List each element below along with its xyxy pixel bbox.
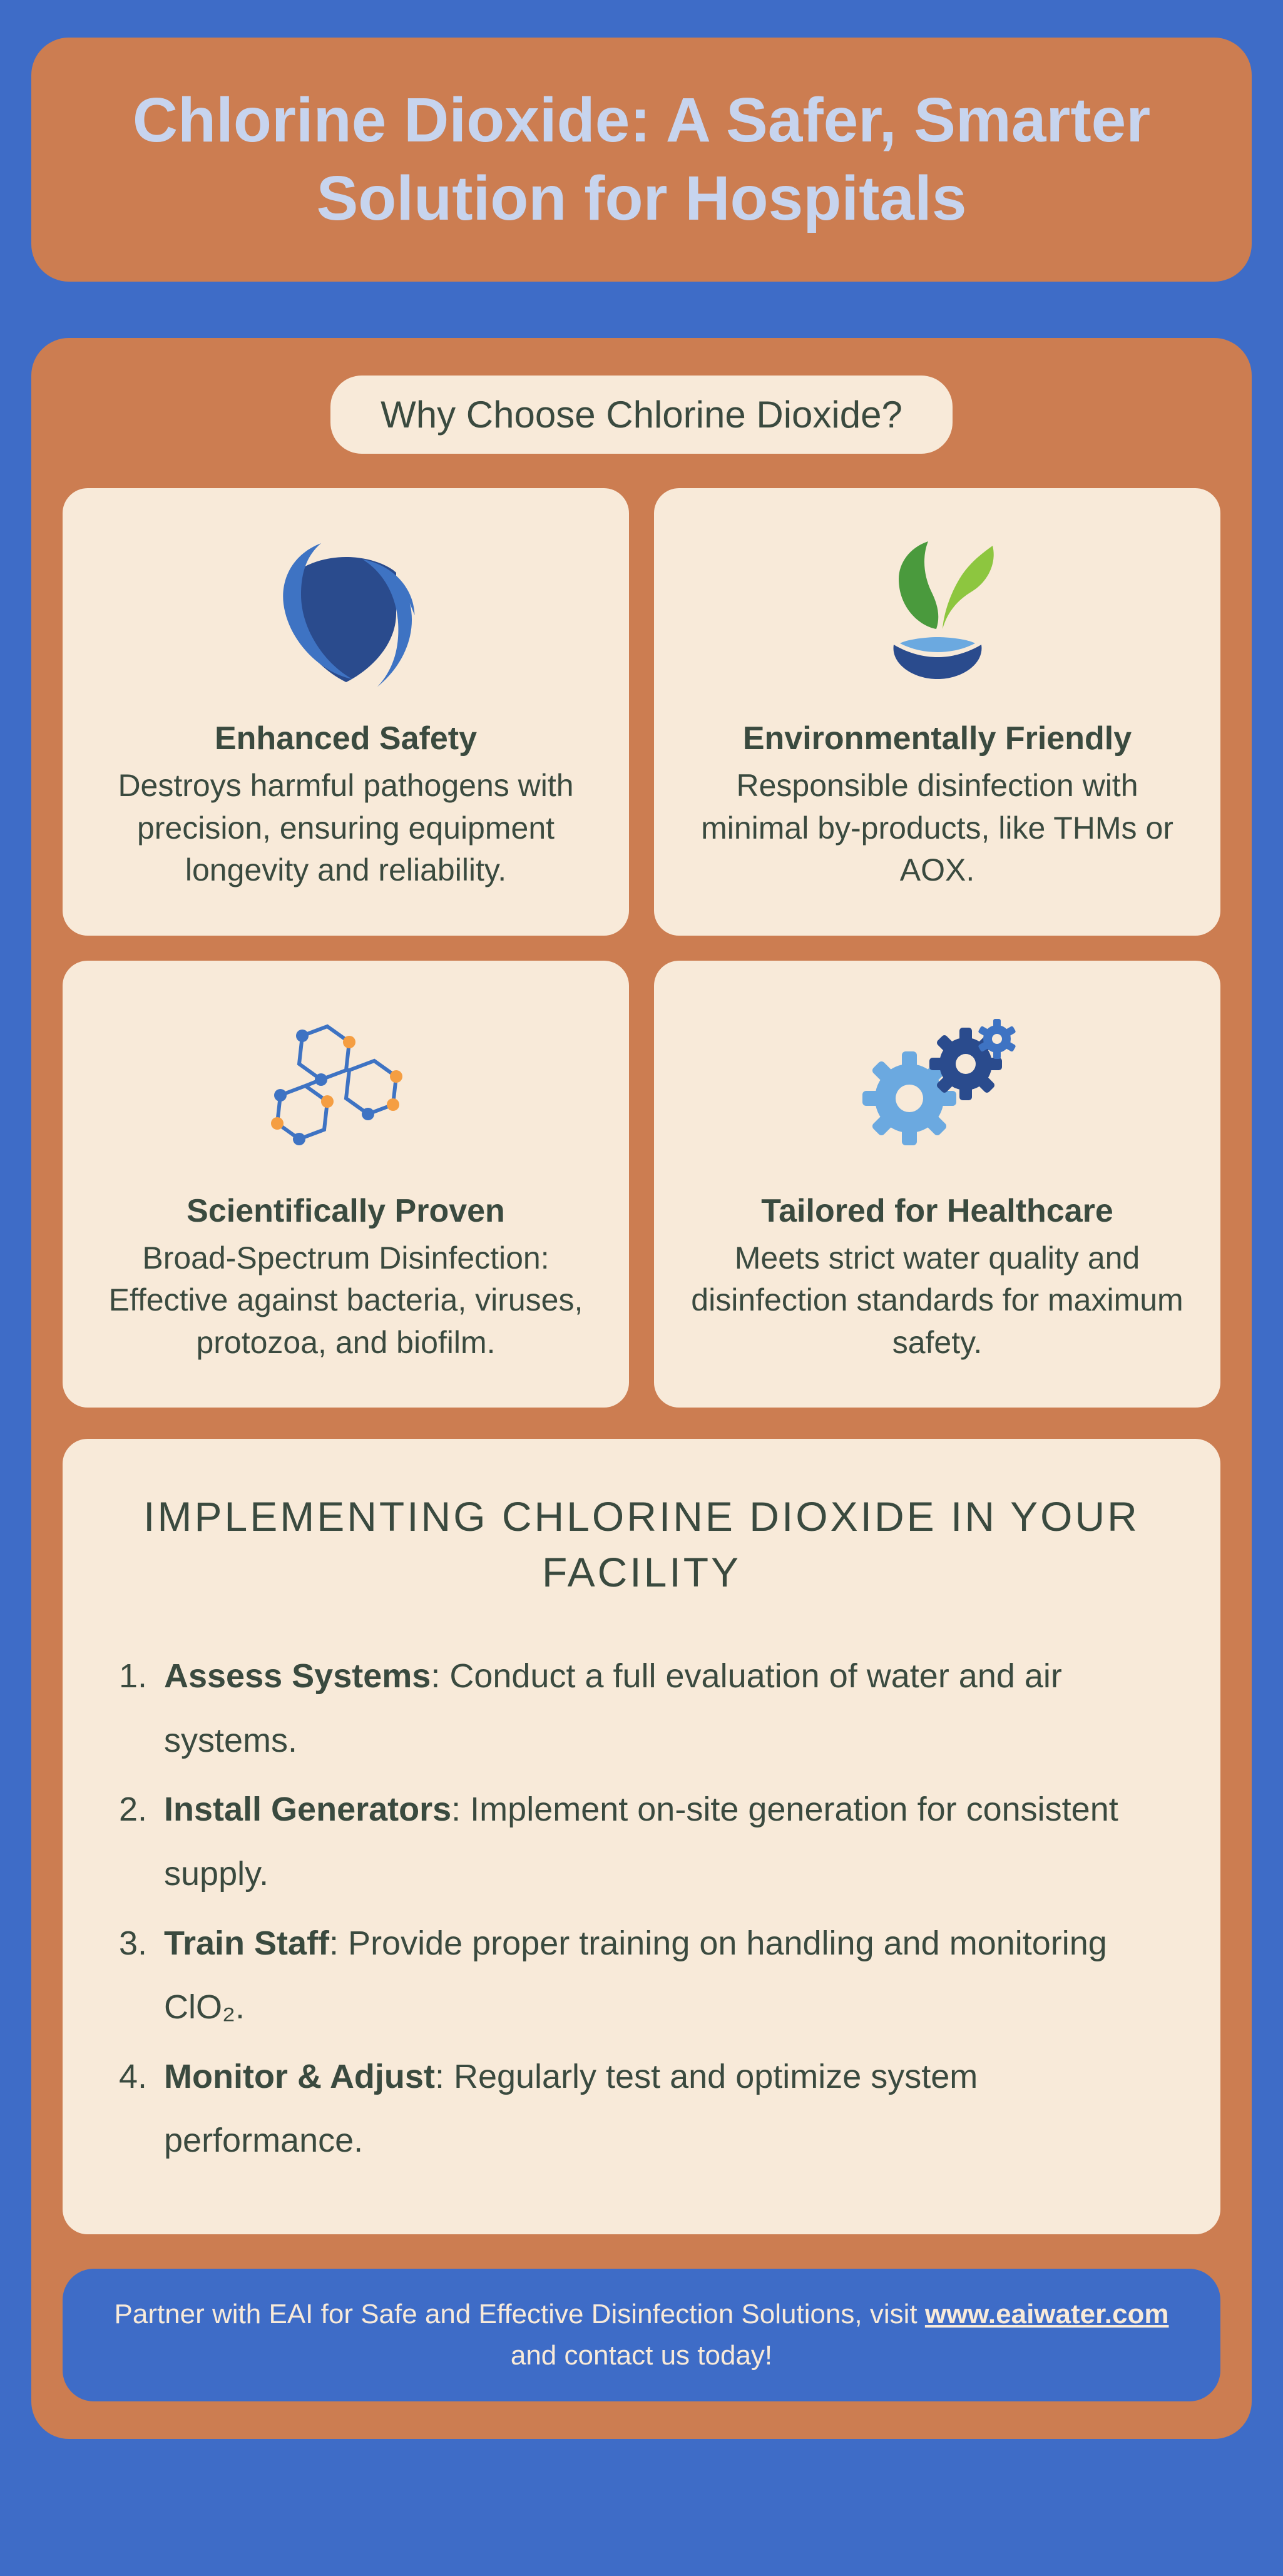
implementation-heading: IMPLEMENTING CHLORINE DIOXIDE IN YOUR FA… [119, 1489, 1164, 1600]
benefit-card-environment: Environmentally Friendly Responsible dis… [654, 488, 1220, 936]
leaf-icon [856, 526, 1019, 701]
benefit-body: Responsible disinfection with minimal by… [685, 765, 1189, 892]
subtitle-text: Why Choose Chlorine Dioxide? [381, 394, 902, 436]
benefit-title: Scientifically Proven [187, 1192, 505, 1230]
implementation-list: Assess Systems: Conduct a full evaluatio… [119, 1644, 1164, 2173]
outer-frame: Chlorine Dioxide: A Safer, Smarter Solut… [0, 0, 1283, 2576]
benefit-title: Environmentally Friendly [743, 720, 1132, 757]
footer-tail: and contact us today! [511, 2340, 772, 2371]
benefit-body: Broad-Spectrum Disinfection: Effective a… [94, 1237, 598, 1364]
benefit-body: Meets strict water quality and disinfect… [685, 1237, 1189, 1364]
step-title: Monitor & Adjust [164, 2058, 435, 2095]
shield-icon [258, 526, 434, 701]
footer-text: Partner with EAI for Safe and Effective … [100, 2294, 1183, 2376]
benefit-card-healthcare: Tailored for Healthcare Meets strict wat… [654, 961, 1220, 1408]
footer-lead: Partner with EAI for Safe and Effective … [115, 2299, 925, 2329]
main-card: Why Choose Chlorine Dioxide? Enhanced Sa… [31, 338, 1252, 2439]
benefit-title: Tailored for Healthcare [761, 1192, 1113, 1230]
step-title: Install Generators [164, 1791, 451, 1828]
footer-cta: Partner with EAI for Safe and Effective … [63, 2269, 1220, 2401]
implementation-step: Train Staff: Provide proper training on … [156, 1911, 1164, 2040]
title-card: Chlorine Dioxide: A Safer, Smarter Solut… [31, 38, 1252, 282]
footer-url[interactable]: www.eaiwater.com [925, 2299, 1169, 2329]
implementation-step: Monitor & Adjust: Regularly test and opt… [156, 2045, 1164, 2173]
step-title: Assess Systems [164, 1657, 431, 1695]
molecule-icon [252, 998, 440, 1173]
implementation-step: Install Generators: Implement on-site ge… [156, 1777, 1164, 1906]
subtitle-pill: Why Choose Chlorine Dioxide? [330, 376, 953, 454]
implementation-card: IMPLEMENTING CHLORINE DIOXIDE IN YOUR FA… [63, 1439, 1220, 2234]
page-title: Chlorine Dioxide: A Safer, Smarter Solut… [69, 81, 1214, 238]
benefit-body: Destroys harmful pathogens with precisio… [94, 765, 598, 892]
benefit-card-science: Scientifically Proven Broad-Spectrum Dis… [63, 961, 629, 1408]
benefits-grid: Enhanced Safety Destroys harmful pathoge… [63, 488, 1220, 1408]
implementation-step: Assess Systems: Conduct a full evaluatio… [156, 1644, 1164, 1772]
gears-icon [850, 998, 1025, 1173]
step-title: Train Staff [164, 1924, 329, 1962]
benefit-card-safety: Enhanced Safety Destroys harmful pathoge… [63, 488, 629, 936]
benefit-title: Enhanced Safety [215, 720, 477, 757]
